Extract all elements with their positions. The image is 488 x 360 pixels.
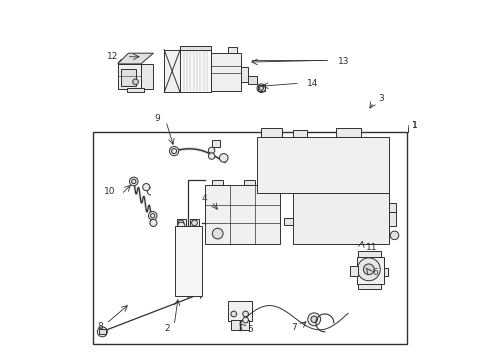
Text: 11: 11: [365, 243, 377, 252]
Circle shape: [307, 313, 320, 326]
Polygon shape: [118, 64, 141, 89]
Circle shape: [178, 220, 183, 226]
Bar: [176, 219, 185, 226]
Circle shape: [259, 86, 263, 90]
Bar: [357, 284, 381, 289]
Bar: [231, 320, 248, 330]
Circle shape: [358, 231, 369, 242]
Polygon shape: [141, 64, 153, 89]
Bar: [388, 212, 395, 226]
Bar: [292, 130, 306, 137]
Circle shape: [310, 316, 317, 323]
Bar: [93, 132, 406, 344]
Circle shape: [97, 327, 107, 337]
Bar: [244, 180, 255, 185]
Bar: [335, 128, 360, 137]
Bar: [180, 50, 210, 93]
Circle shape: [132, 79, 138, 85]
Circle shape: [177, 222, 184, 229]
Polygon shape: [292, 193, 388, 244]
Bar: [228, 301, 251, 321]
Circle shape: [363, 264, 373, 275]
Circle shape: [212, 228, 223, 239]
Circle shape: [357, 258, 380, 281]
Bar: [121, 68, 135, 86]
Polygon shape: [175, 226, 201, 296]
Bar: [247, 76, 257, 84]
Circle shape: [142, 184, 149, 191]
Text: 6: 6: [372, 268, 377, 277]
Circle shape: [169, 147, 179, 156]
Bar: [349, 266, 357, 276]
Circle shape: [230, 311, 236, 317]
Circle shape: [191, 220, 197, 226]
Bar: [283, 218, 293, 225]
Bar: [383, 267, 387, 276]
Circle shape: [208, 153, 214, 159]
Bar: [358, 232, 369, 241]
Circle shape: [389, 231, 398, 240]
Text: 3: 3: [378, 94, 384, 103]
Text: 5: 5: [247, 325, 253, 334]
Circle shape: [242, 311, 248, 317]
Bar: [210, 53, 241, 91]
Circle shape: [242, 317, 248, 323]
Polygon shape: [118, 53, 153, 64]
Bar: [356, 257, 383, 284]
Circle shape: [342, 212, 356, 226]
Circle shape: [208, 147, 214, 154]
Bar: [99, 329, 106, 334]
Bar: [212, 140, 220, 147]
Bar: [212, 180, 223, 185]
Circle shape: [333, 203, 365, 235]
Bar: [258, 85, 264, 91]
Bar: [388, 203, 395, 212]
Text: 14: 14: [306, 79, 318, 88]
Bar: [118, 66, 141, 89]
Text: 2: 2: [164, 324, 170, 333]
Text: 10: 10: [104, 187, 116, 196]
Circle shape: [129, 177, 138, 186]
Circle shape: [257, 84, 265, 93]
Text: 12: 12: [107, 52, 119, 61]
Text: 9: 9: [155, 114, 160, 123]
Bar: [241, 67, 247, 82]
Text: 1: 1: [411, 121, 417, 130]
Circle shape: [177, 229, 184, 237]
Bar: [357, 251, 381, 257]
Polygon shape: [164, 50, 180, 93]
Circle shape: [149, 219, 157, 226]
Polygon shape: [257, 137, 388, 193]
Text: 7: 7: [291, 323, 297, 332]
Polygon shape: [180, 46, 210, 50]
Bar: [260, 128, 282, 137]
Bar: [228, 47, 237, 53]
Text: 1: 1: [411, 121, 417, 130]
Text: 13: 13: [337, 57, 349, 66]
Text: 8: 8: [97, 322, 102, 331]
Bar: [205, 185, 280, 244]
Circle shape: [148, 211, 157, 220]
Bar: [126, 88, 144, 93]
Text: 4: 4: [201, 194, 206, 203]
Bar: [189, 219, 198, 226]
Circle shape: [219, 154, 227, 162]
